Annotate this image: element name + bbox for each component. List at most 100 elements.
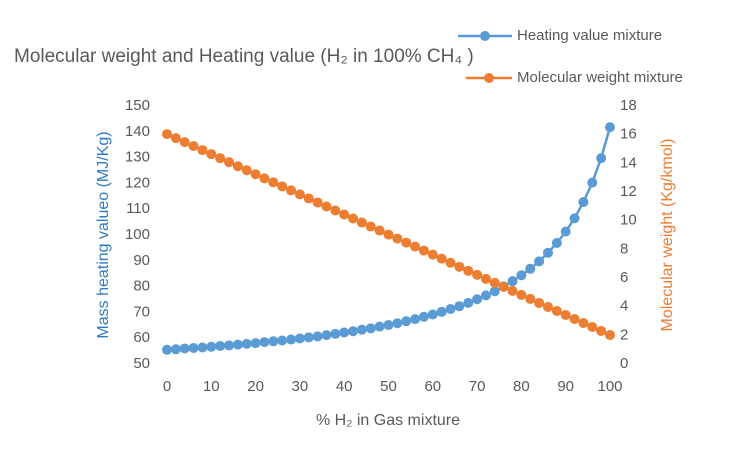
data-point (374, 225, 385, 236)
data-point (498, 281, 509, 292)
data-point (445, 257, 456, 268)
y-tick-label: 100 (125, 226, 150, 243)
data-point (427, 249, 438, 260)
data-point (232, 161, 243, 172)
y2-tick-label: 0 (620, 355, 628, 372)
x-tick-label: 20 (247, 378, 264, 395)
data-point (188, 141, 199, 152)
data-point (578, 196, 589, 207)
data-point (560, 226, 571, 237)
data-point (206, 341, 217, 352)
x-tick-label: 60 (424, 378, 441, 395)
data-point (525, 293, 536, 304)
data-point (392, 233, 403, 244)
x-tick-label: 80 (513, 378, 530, 395)
data-point (259, 337, 270, 348)
y2-axis-label: Molecular weight (Kg/kmol) (659, 139, 676, 332)
data-point (489, 286, 500, 297)
y2-tick-label: 4 (620, 298, 628, 315)
data-point (188, 343, 199, 354)
y2-tick-label: 2 (620, 326, 628, 343)
legend-marker (484, 73, 494, 83)
data-point (578, 318, 589, 329)
y-tick-label: 90 (133, 252, 150, 269)
data-point (286, 334, 297, 345)
data-point (365, 323, 376, 334)
y-tick-label: 140 (125, 123, 150, 140)
data-point (436, 253, 447, 264)
data-point (454, 301, 465, 312)
data-point (321, 201, 332, 212)
data-point (268, 177, 279, 188)
data-point (605, 122, 615, 133)
data-point (551, 237, 562, 248)
x-tick-label: 100 (597, 378, 622, 395)
data-point (215, 153, 226, 164)
y-tick-label: 130 (125, 149, 150, 166)
data-point (348, 326, 359, 337)
data-point (294, 333, 305, 344)
data-point (480, 273, 491, 284)
data-point (241, 165, 252, 176)
data-point (303, 332, 314, 343)
y-axis-label: Mass heating valueo (MJ/Kg) (95, 131, 112, 338)
legend-label: Molecular weight mixture (517, 69, 683, 86)
data-point (569, 313, 580, 324)
data-point (197, 342, 208, 353)
data-point (224, 157, 235, 168)
data-point (534, 297, 545, 308)
data-point (197, 145, 208, 156)
y2-tick-label: 12 (620, 183, 637, 200)
data-point (383, 229, 394, 240)
data-point (330, 205, 341, 216)
data-point (294, 189, 305, 200)
data-point (472, 269, 483, 280)
data-point (277, 335, 288, 346)
data-point (206, 149, 217, 160)
data-point (410, 314, 421, 325)
data-point (383, 320, 394, 331)
y-tick-label: 80 (133, 278, 150, 295)
y-tick-label: 120 (125, 174, 150, 191)
y2-tick-label: 6 (620, 269, 628, 286)
data-point (179, 137, 190, 148)
x-tick-label: 70 (469, 378, 486, 395)
data-point (374, 321, 385, 332)
data-point (507, 276, 518, 287)
data-point (170, 133, 181, 144)
data-point (542, 301, 553, 312)
data-point (250, 169, 261, 180)
data-point (569, 213, 580, 224)
data-point (179, 343, 190, 354)
data-point (418, 245, 429, 256)
data-point (365, 221, 376, 232)
data-point (162, 129, 172, 140)
legend-marker (480, 31, 490, 41)
data-point (312, 197, 323, 208)
data-point (170, 344, 181, 355)
data-point (259, 173, 270, 184)
data-point (321, 330, 332, 341)
data-point (224, 340, 235, 351)
x-tick-label: 50 (380, 378, 397, 395)
data-point (312, 331, 323, 342)
x-tick-label: 10 (203, 378, 220, 395)
data-point (507, 285, 518, 296)
data-point (303, 193, 314, 204)
data-point (445, 304, 456, 315)
x-tick-label: 90 (557, 378, 574, 395)
data-point (277, 181, 288, 192)
data-point (241, 338, 252, 349)
data-point (516, 289, 527, 300)
data-point (480, 290, 491, 301)
data-point (596, 153, 607, 164)
data-point (392, 318, 403, 329)
y-tick-label: 50 (133, 355, 150, 372)
data-point (605, 330, 615, 341)
data-point (587, 322, 598, 333)
data-point (250, 338, 261, 349)
data-point (356, 217, 367, 228)
data-point (463, 265, 474, 276)
data-point (215, 340, 226, 351)
